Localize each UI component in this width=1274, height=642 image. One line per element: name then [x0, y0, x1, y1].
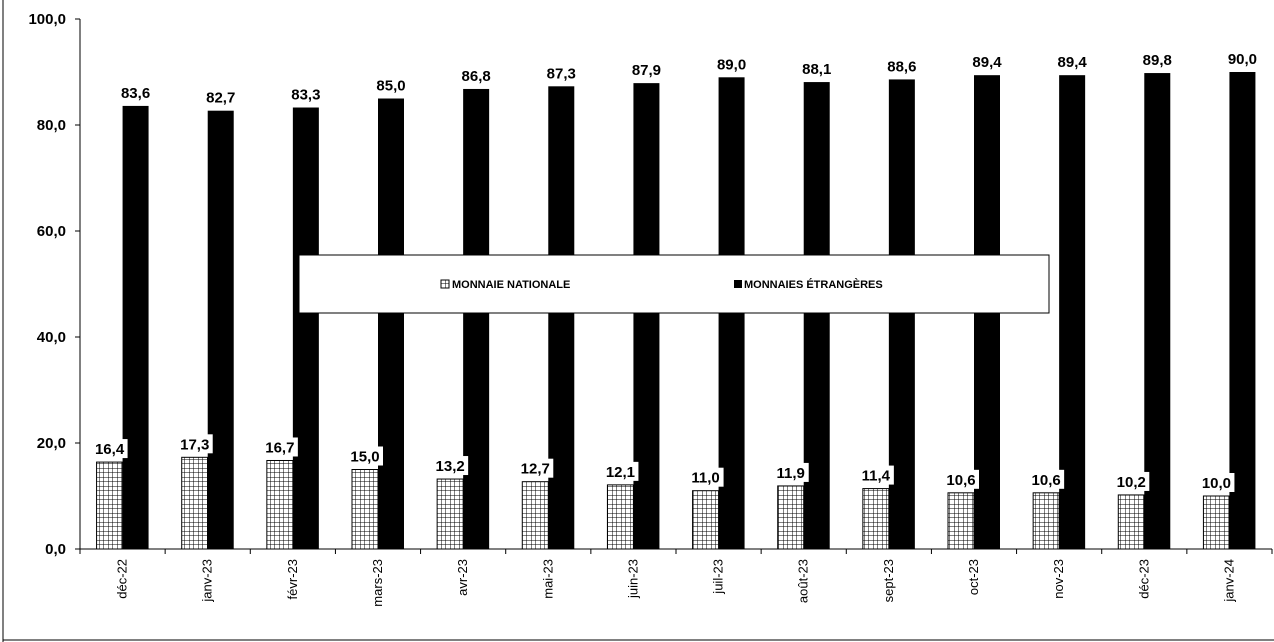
bar-national	[777, 485, 805, 550]
x-tick-label: oct-23	[966, 559, 981, 595]
series-monnaie-nationale	[96, 456, 1230, 550]
data-label-national: 16,4	[95, 441, 125, 458]
data-label-foreign: 83,6	[121, 85, 150, 102]
y-tick-label: 0,0	[45, 541, 66, 558]
data-label-national: 11,4	[862, 468, 891, 485]
data-label-foreign: 89,0	[717, 56, 746, 73]
data-label-foreign: 87,9	[632, 62, 661, 79]
bar-foreign	[1144, 73, 1171, 549]
bar-national	[1032, 492, 1060, 550]
data-label-bg	[943, 469, 979, 489]
data-label-bg	[1198, 473, 1235, 492]
data-label-bg	[261, 437, 298, 457]
data-label-foreign: 89,4	[972, 54, 1002, 71]
legend-box	[298, 254, 1050, 314]
legend-label-national: MONNAIE NATIONALE	[452, 279, 570, 291]
data-label-foreign: 85,0	[376, 78, 405, 95]
x-tick-label: juin-23	[625, 559, 640, 599]
data-label-national: 16,7	[265, 439, 294, 456]
y-tick-label: 20,0	[37, 435, 66, 452]
y-tick-label: 80,0	[37, 117, 66, 134]
data-label-foreign: 89,8	[1143, 52, 1172, 69]
bar-national	[181, 456, 209, 550]
bar-national	[436, 478, 464, 550]
axes: 0,0 20,0 40,0 60,0 80,0 100,0 déc-22 janv-23 fév…	[28, 11, 1273, 607]
x-tick-label: févr-23	[285, 559, 300, 599]
bar-national	[606, 484, 634, 550]
data-label-national: 10,2	[1117, 474, 1146, 491]
data-label-national: 11,0	[691, 470, 719, 487]
data-label-national: 13,2	[436, 458, 465, 475]
data-label-foreign: 87,3	[547, 65, 576, 82]
data-label-national: 10,6	[1032, 472, 1061, 489]
data-label-bg	[602, 461, 639, 481]
x-tick-label: déc-23	[1136, 559, 1151, 599]
data-label-foreign: 90,0	[1228, 51, 1257, 68]
x-tick-label: janv-23	[200, 559, 215, 603]
y-tick-label: 100,0	[28, 11, 66, 28]
bar-national	[947, 492, 975, 550]
data-label-national: 17,3	[180, 436, 209, 453]
bar-foreign	[122, 105, 149, 550]
bar-national	[266, 459, 294, 550]
bar-national	[521, 481, 549, 550]
data-label-bg	[432, 456, 469, 476]
legend: MONNAIE NATIONALE MONNAIES ÉTRANGÈRES	[298, 254, 1050, 314]
data-label-bg	[517, 458, 554, 478]
bar-foreign	[1229, 72, 1256, 549]
legend-label-foreign: MONNAIES ÉTRANGÈRES	[744, 278, 883, 291]
bar-national	[1117, 494, 1145, 550]
x-tick-label: sept-23	[881, 559, 896, 602]
data-label-national: 12,1	[606, 464, 635, 481]
data-label-bg	[91, 439, 128, 459]
x-tick-label: avr-23	[455, 559, 470, 596]
bar-foreign	[548, 86, 575, 549]
data-label-foreign: 83,3	[291, 87, 320, 104]
bar-national	[862, 488, 890, 550]
data-label-national: 11,9	[777, 465, 805, 482]
data-label-national: 12,7	[521, 461, 550, 478]
bar-foreign	[292, 107, 319, 549]
x-tick-label: mars-23	[370, 559, 385, 607]
x-tick-label: mai-23	[540, 559, 555, 599]
data-label-foreign: 88,1	[802, 61, 831, 78]
data-label-national: 10,6	[946, 472, 975, 489]
y-tick-label: 60,0	[37, 223, 66, 240]
data-label-foreign: 89,4	[1058, 54, 1088, 71]
bar-national	[1202, 495, 1230, 550]
bar-foreign	[378, 98, 404, 549]
bar-foreign	[463, 88, 490, 550]
data-label-national: 15,0	[350, 449, 379, 466]
x-tick-label: janv-24	[1221, 559, 1236, 603]
data-label-bg	[1113, 471, 1150, 491]
bar-national	[96, 461, 124, 550]
data-label-bg	[1028, 469, 1065, 489]
bar-foreign	[207, 110, 234, 549]
y-tick-label: 40,0	[37, 329, 66, 346]
legend-swatch-foreign	[734, 280, 742, 288]
data-label-foreign: 82,7	[206, 90, 235, 107]
x-tick-label: juil-23	[711, 559, 726, 595]
data-label-bg	[772, 462, 809, 482]
x-tick-label: nov-23	[1051, 559, 1066, 599]
data-label-national: 10,0	[1202, 475, 1231, 492]
bar-national	[692, 490, 720, 550]
bar-national	[351, 469, 379, 550]
data-label-bg	[857, 465, 894, 485]
data-label-bg	[347, 446, 383, 466]
data-labels: 16,4 83,6 17,3 82,7 16,7 83,3 15,0 85,0 13,2 86,8…	[91, 51, 1257, 492]
data-label-bg	[687, 467, 724, 487]
x-tick-label: août-23	[796, 559, 811, 603]
x-tick-label: déc-22	[115, 559, 130, 599]
data-label-foreign: 86,8	[462, 68, 491, 85]
legend-swatch-national	[440, 279, 450, 289]
data-label-bg	[176, 434, 213, 454]
data-label-foreign: 88,6	[887, 58, 916, 75]
